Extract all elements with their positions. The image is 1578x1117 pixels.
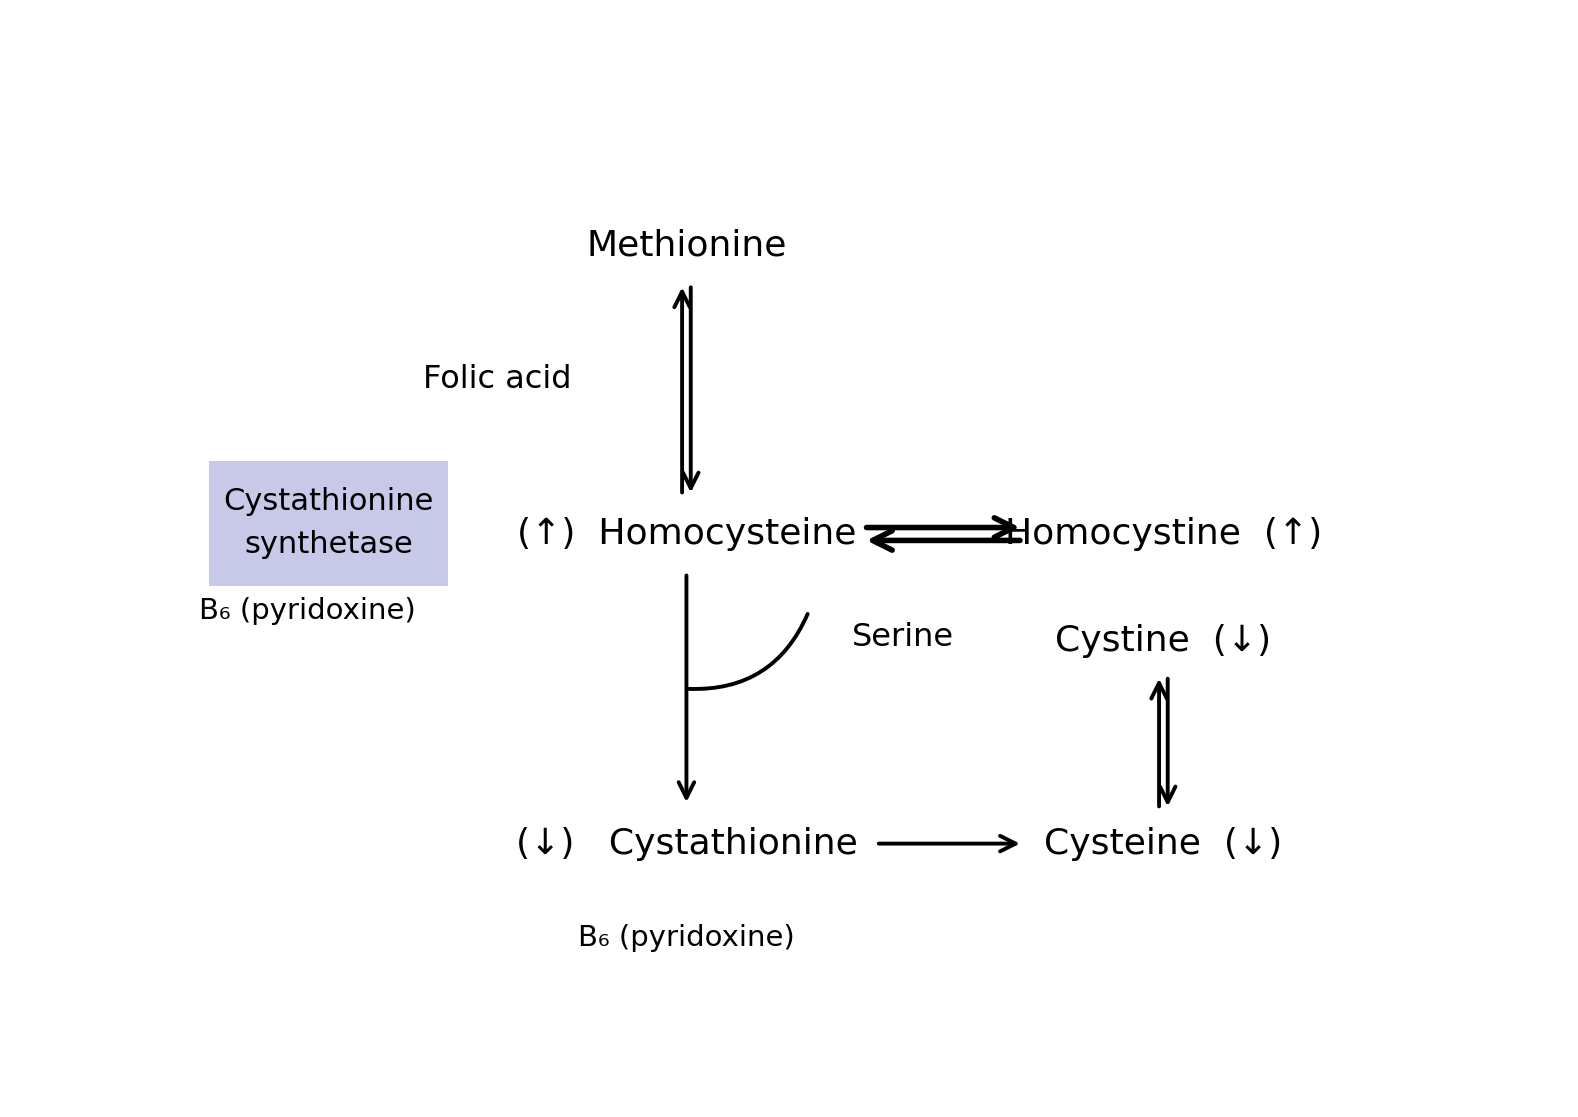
Text: synthetase: synthetase [245, 531, 413, 560]
FancyBboxPatch shape [210, 461, 448, 585]
Text: Cystathionine: Cystathionine [224, 487, 434, 516]
Text: Cysteine  (↓): Cysteine (↓) [1045, 827, 1283, 860]
Text: (↑)  Homocysteine: (↑) Homocysteine [516, 517, 857, 551]
Text: B₆ (pyridoxine): B₆ (pyridoxine) [578, 924, 795, 952]
Text: Cystine  (↓): Cystine (↓) [1056, 624, 1272, 659]
Text: Methionine: Methionine [587, 229, 786, 262]
Text: (↓)   Cystathionine: (↓) Cystathionine [516, 827, 857, 860]
Text: Serine: Serine [852, 622, 953, 652]
Text: Folic acid: Folic acid [423, 364, 571, 394]
Text: Homocystine  (↑): Homocystine (↑) [1005, 517, 1322, 551]
Text: B₆ (pyridoxine): B₆ (pyridoxine) [199, 598, 415, 626]
